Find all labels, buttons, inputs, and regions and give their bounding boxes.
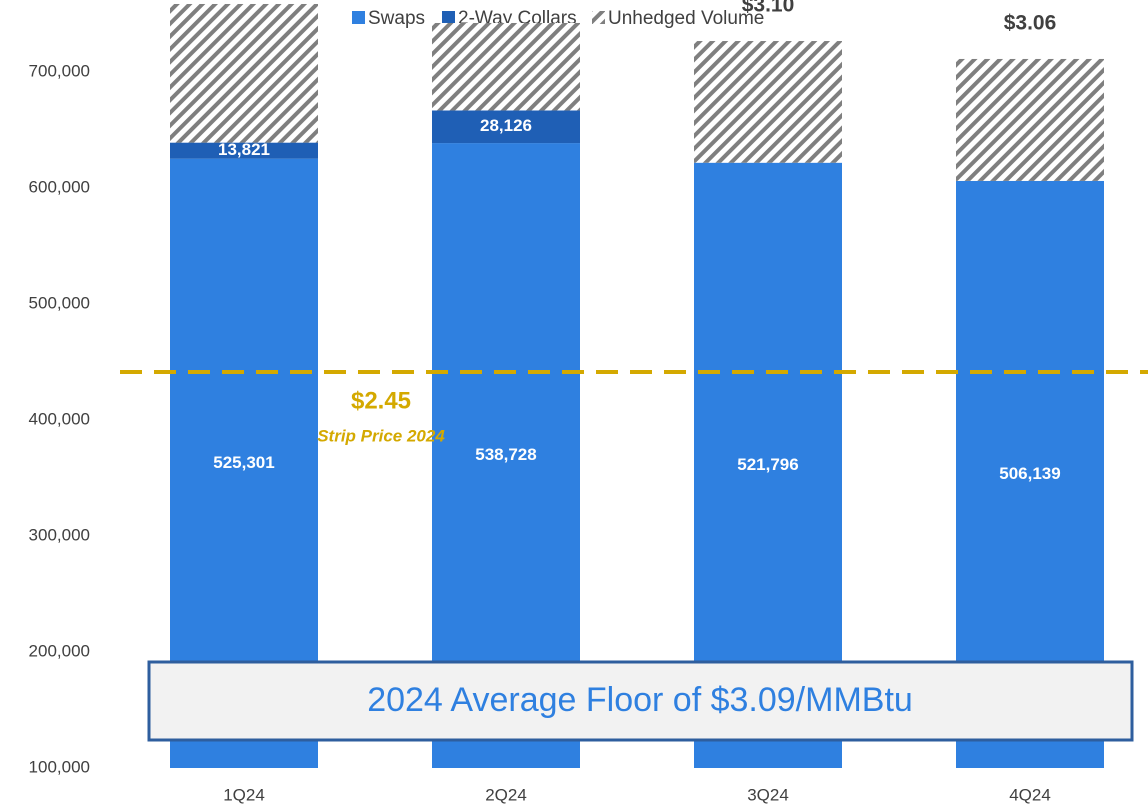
y-tick-label: 100,000 [29, 757, 90, 776]
price-label: $3.06 [1004, 12, 1057, 35]
legend-swatch [442, 11, 455, 24]
x-tick-label: 4Q24 [1009, 785, 1051, 804]
price-label: $3.10 [742, 0, 795, 17]
y-tick-label: 600,000 [29, 177, 90, 196]
data-label: 525,301 [213, 453, 274, 472]
y-tick-label: 300,000 [29, 525, 90, 544]
bar-segment [170, 3, 318, 143]
bar-segment [170, 142, 318, 159]
reference-sublabel: Strip Price 2024 [317, 426, 445, 445]
bar-segment [694, 41, 842, 163]
bar-segment [956, 58, 1104, 181]
legend-label: Swaps [368, 8, 425, 29]
note-text: 2024 Average Floor of $3.09/MMBtu [367, 681, 913, 719]
x-tick-label: 2Q24 [485, 785, 527, 804]
x-tick-label: 3Q24 [747, 785, 789, 804]
bar-segment [432, 110, 580, 144]
data-label: 13,821 [218, 140, 270, 159]
reference-label: $2.45 [351, 387, 411, 414]
y-tick-label: 400,000 [29, 409, 90, 428]
data-label: 506,139 [999, 464, 1060, 483]
bar-segment [432, 22, 580, 111]
legend-label: Unhedged Volume [608, 8, 764, 29]
note-box [147, 660, 1134, 742]
legend-swatch [592, 11, 605, 24]
y-tick-label: 200,000 [29, 641, 90, 660]
data-label: 521,796 [737, 455, 798, 474]
legend-swatch [352, 11, 365, 24]
y-tick-label: 700,000 [29, 61, 90, 80]
y-tick-label: 500,000 [29, 293, 90, 312]
data-label: 538,728 [475, 445, 536, 464]
x-tick-label: 1Q24 [223, 785, 265, 804]
data-label: 28,126 [480, 116, 532, 135]
